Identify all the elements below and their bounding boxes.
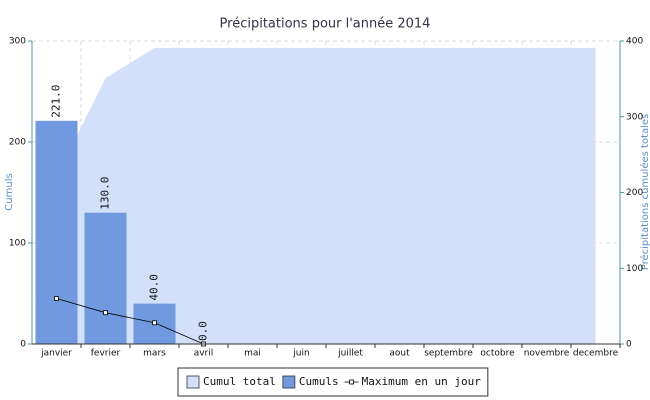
value-label: 221.0 [50, 85, 63, 118]
x-tick-label: novembre [524, 349, 570, 359]
line-layer: 221.0 130.0 40.0 0.0 [50, 85, 210, 347]
x-tick-label: octobre [480, 349, 515, 359]
bar [35, 120, 78, 344]
area-layer [56, 47, 596, 344]
x-tick-label: janvier [40, 349, 72, 359]
area [56, 47, 596, 344]
value-label: 130.0 [99, 177, 112, 210]
legend-swatch-marker [349, 379, 355, 385]
y2-tick-label: 400 [626, 37, 643, 47]
legend-swatch [282, 375, 296, 389]
legend-label: Cumul total [203, 375, 276, 388]
x-tick-label: aout [389, 349, 410, 359]
line-marker [152, 320, 157, 326]
x-tick-label: mars [143, 349, 166, 359]
x-tick-label: juin [292, 349, 309, 359]
y2-tick-label: 300 [626, 112, 643, 122]
axes-layer: 0 100 200 300 0 100 200 300 400 janvier fevrier mar… [9, 37, 644, 359]
x-tick-label: fevrier [91, 349, 121, 359]
x-tick-label: avril [194, 349, 214, 359]
y2-tick-label: 100 [626, 264, 643, 274]
y2-tick-label: 200 [626, 188, 643, 198]
y-tick-label: 100 [9, 239, 26, 249]
legend-box [177, 367, 489, 397]
y2-tick-label: 0 [626, 340, 632, 350]
legend-swatch [186, 375, 200, 389]
bar [84, 212, 127, 344]
y-tick-label: 0 [20, 340, 26, 350]
legend: Cumul total Cumuls Maximum en un jour [177, 367, 489, 397]
value-label: 40.0 [148, 274, 161, 301]
line-marker [103, 310, 108, 316]
y-tick-label: 300 [9, 37, 26, 47]
x-tick-label: decembre [573, 349, 619, 359]
legend-label: Maximum en un jour [362, 375, 482, 388]
chart-title: Précipitations pour l'année 2014 [220, 17, 431, 32]
y2-axis-label: Précipitations cumulées totales [639, 114, 650, 271]
x-tick-label: septembre [424, 349, 473, 359]
line [56, 298, 204, 345]
bar-layer [35, 120, 176, 344]
x-tick-label: mai [244, 349, 261, 359]
value-label: 0.0 [197, 321, 210, 341]
y-axis-label: Cumuls [4, 173, 15, 210]
legend-label: Cumuls [299, 375, 339, 388]
y-tick-label: 200 [9, 138, 26, 148]
x-tick-label: juillet [337, 349, 363, 359]
line-marker [54, 296, 59, 301]
